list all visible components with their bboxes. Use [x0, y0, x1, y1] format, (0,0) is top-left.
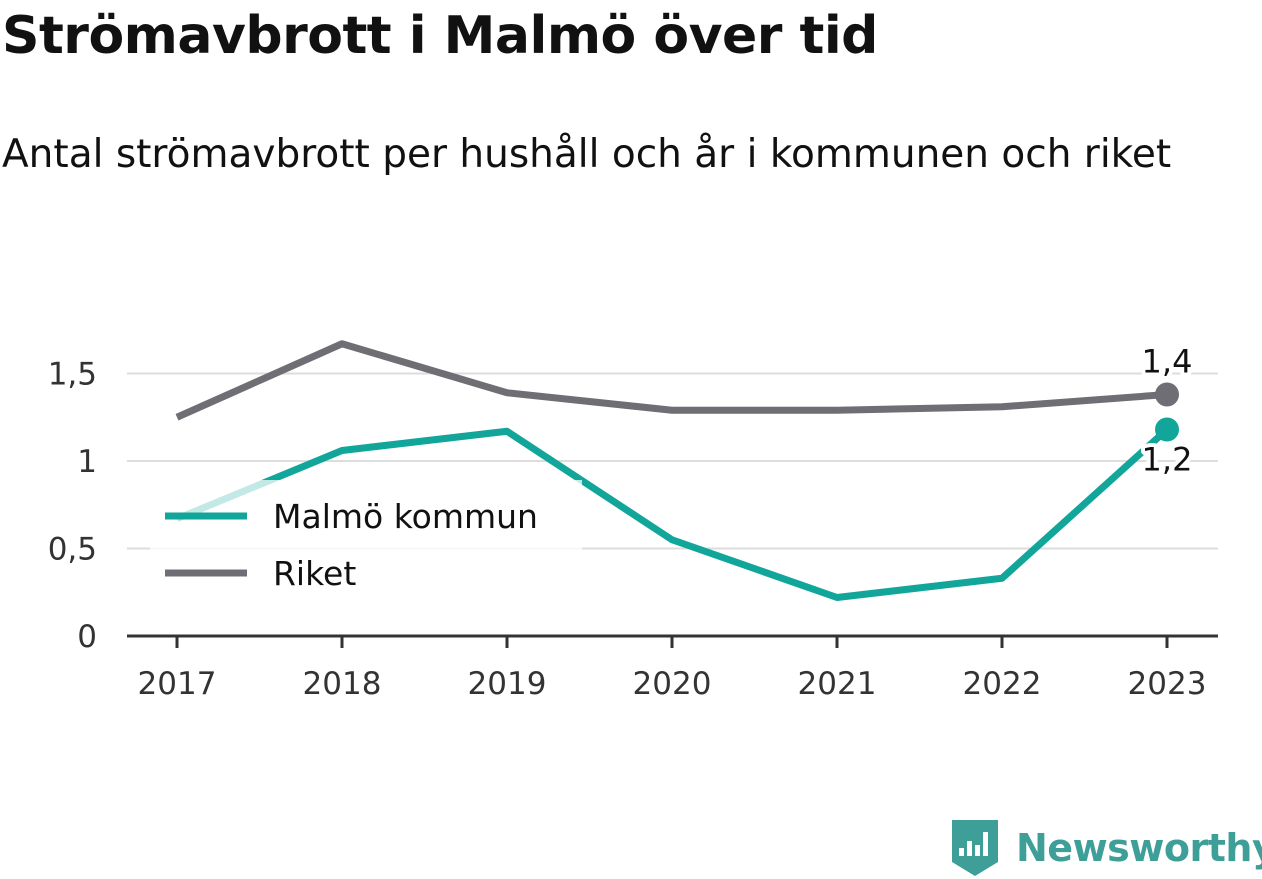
chart-title: Strömavbrott i Malmö över tid: [2, 6, 878, 66]
legend-label: Riket: [273, 554, 356, 593]
chart-subtitle: Antal strömavbrott per hushåll och år i …: [2, 132, 1172, 177]
end-value-label-halo: 1,4: [1142, 343, 1193, 381]
y-tick-label: 1: [77, 444, 97, 480]
x-tick-label: 2021: [798, 666, 877, 702]
series-end-marker: [1155, 382, 1179, 407]
end-labels: 1,21,21,41,4: [1138, 339, 1197, 483]
end-value-label-halo: 1,2: [1142, 441, 1193, 479]
end-value-label: 1,4: [1142, 343, 1193, 381]
series-lines: [175, 340, 1170, 601]
x-tick-label: 2018: [303, 666, 382, 702]
x-tick-label: 2020: [633, 666, 712, 702]
brand-logo: Newsworthy: [950, 818, 1262, 878]
brand-name: Newsworthy: [1016, 826, 1262, 870]
end-value-label: 1,2: [1142, 441, 1193, 479]
y-tick-label: 0,5: [48, 532, 97, 568]
series-end-marker: [1155, 417, 1179, 442]
y-tick-label: 0: [77, 619, 97, 655]
x-tick-label: 2023: [1128, 666, 1207, 702]
series-line-riket: [175, 340, 1168, 421]
y-tick-label: 1,5: [48, 357, 97, 393]
x-tick-label: 2017: [138, 666, 217, 702]
axes: 0 0,5 1 1,5 2017 2018 2019 2020 2021 2022 2023: [48, 357, 1218, 702]
x-tick-label: 2022: [963, 666, 1042, 702]
legend: Malmö kommun Riket: [150, 480, 582, 604]
legend-label: Malmö kommun: [273, 497, 538, 536]
x-tick-label: 2019: [468, 666, 547, 702]
series-line-malmö-kommun: [175, 426, 1170, 601]
newsworthy-logo-icon: [952, 820, 998, 876]
